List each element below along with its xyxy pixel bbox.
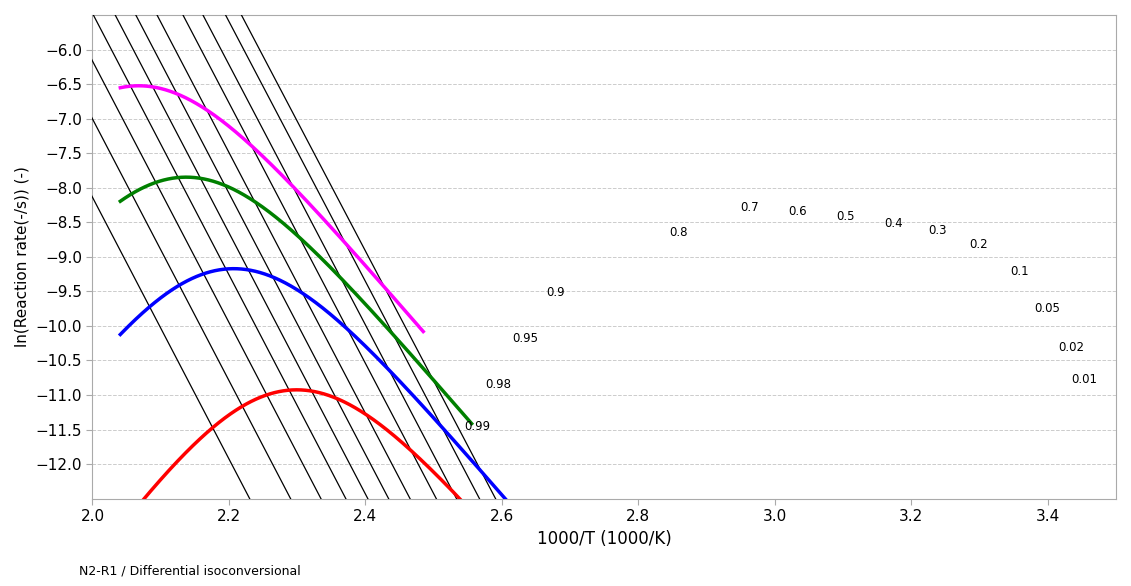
Text: 0.8: 0.8 — [670, 226, 688, 239]
Y-axis label: ln(Reaction rate(-/s)) (-): ln(Reaction rate(-/s)) (-) — [15, 166, 31, 347]
Text: 0.4: 0.4 — [884, 217, 903, 230]
Text: 0.98: 0.98 — [485, 378, 511, 391]
Text: 0.05: 0.05 — [1034, 302, 1060, 315]
Text: N2-R1 / Differential isoconversional: N2-R1 / Differential isoconversional — [79, 564, 301, 577]
Text: 0.9: 0.9 — [546, 286, 564, 299]
Text: 0.99: 0.99 — [465, 420, 491, 432]
Text: 0.5: 0.5 — [836, 210, 855, 223]
Text: 0.2: 0.2 — [969, 238, 987, 251]
Text: 0.1: 0.1 — [1010, 265, 1029, 278]
X-axis label: 1000/T (1000/K): 1000/T (1000/K) — [537, 530, 672, 547]
Text: 0.3: 0.3 — [929, 224, 947, 237]
Text: 0.6: 0.6 — [788, 205, 808, 219]
Text: 0.7: 0.7 — [741, 200, 759, 213]
Text: 0.01: 0.01 — [1072, 373, 1098, 386]
Text: 0.95: 0.95 — [512, 332, 538, 345]
Text: 0.02: 0.02 — [1057, 342, 1083, 355]
